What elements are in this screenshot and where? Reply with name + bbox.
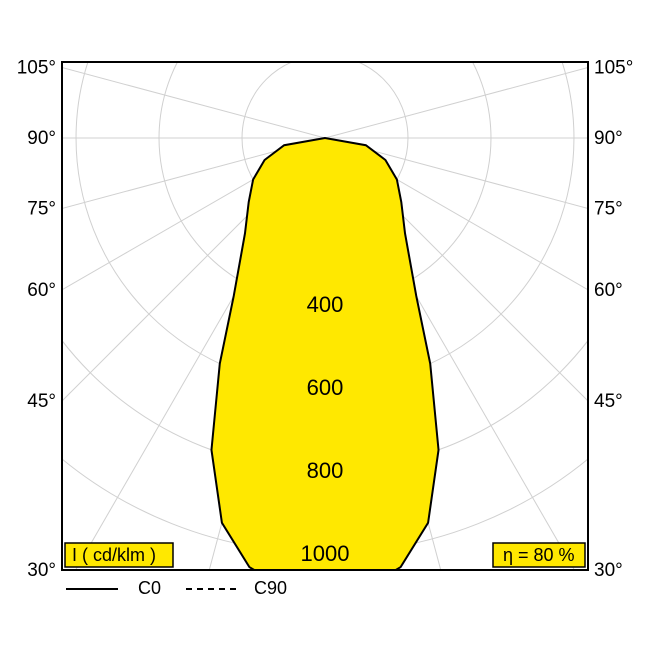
light-distribution-shape	[211, 138, 438, 592]
angle-label-left: 75°	[27, 198, 56, 219]
legend-label-c90: C90	[254, 578, 287, 598]
polar-chart-container: 400 600 800 1000 30° 30° 45° 45° 60° 60° 75° 75° 90°…	[0, 0, 650, 650]
radial-tick-label: 600	[307, 375, 344, 400]
angle-label-left: 30°	[27, 560, 56, 581]
efficiency-box-text: η = 80 %	[503, 545, 575, 565]
radial-tick-label: 1000	[301, 541, 350, 566]
angle-label-right: 75°	[594, 198, 623, 219]
angle-label-left: 45°	[27, 391, 56, 412]
angle-label-left: 105°	[17, 58, 56, 79]
radial-tick-label: 400	[307, 292, 344, 317]
angle-label-right: 105°	[594, 58, 633, 79]
angle-label-right: 45°	[594, 391, 623, 412]
angle-label-right: 90°	[594, 128, 623, 149]
angle-label-left: 90°	[27, 128, 56, 149]
angle-label-left: 60°	[27, 280, 56, 301]
polar-chart-svg: 400 600 800 1000 30° 30° 45° 45° 60° 60° 75° 75° 90°…	[0, 0, 650, 650]
angle-label-right: 60°	[594, 280, 623, 301]
unit-box-text: I ( cd/klm )	[72, 545, 156, 565]
legend-label-c0: C0	[138, 578, 161, 598]
angle-label-right: 30°	[594, 560, 623, 581]
radial-tick-label: 800	[307, 458, 344, 483]
